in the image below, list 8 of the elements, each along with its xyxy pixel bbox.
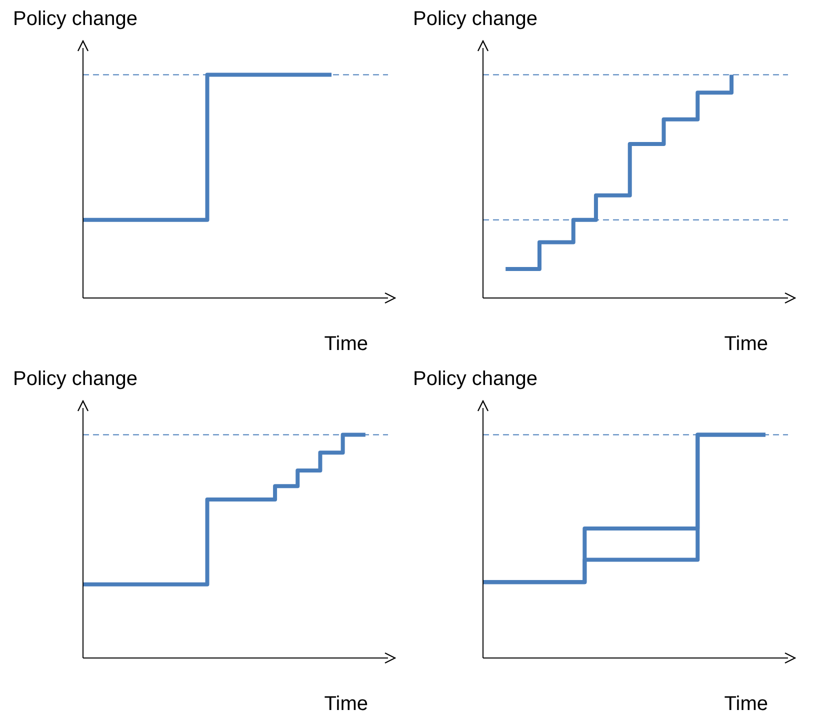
x-axis-title: Time xyxy=(324,333,368,356)
x-axis-title: Time xyxy=(324,693,368,716)
y-axis-title: Policy change xyxy=(13,8,138,31)
y-axis-title: Policy change xyxy=(413,8,538,31)
x-axis-title: Time xyxy=(724,333,768,356)
y-axis-title: Policy change xyxy=(413,368,538,391)
y-axis-title: Policy change xyxy=(13,368,138,391)
x-axis-title: Time xyxy=(724,693,768,716)
